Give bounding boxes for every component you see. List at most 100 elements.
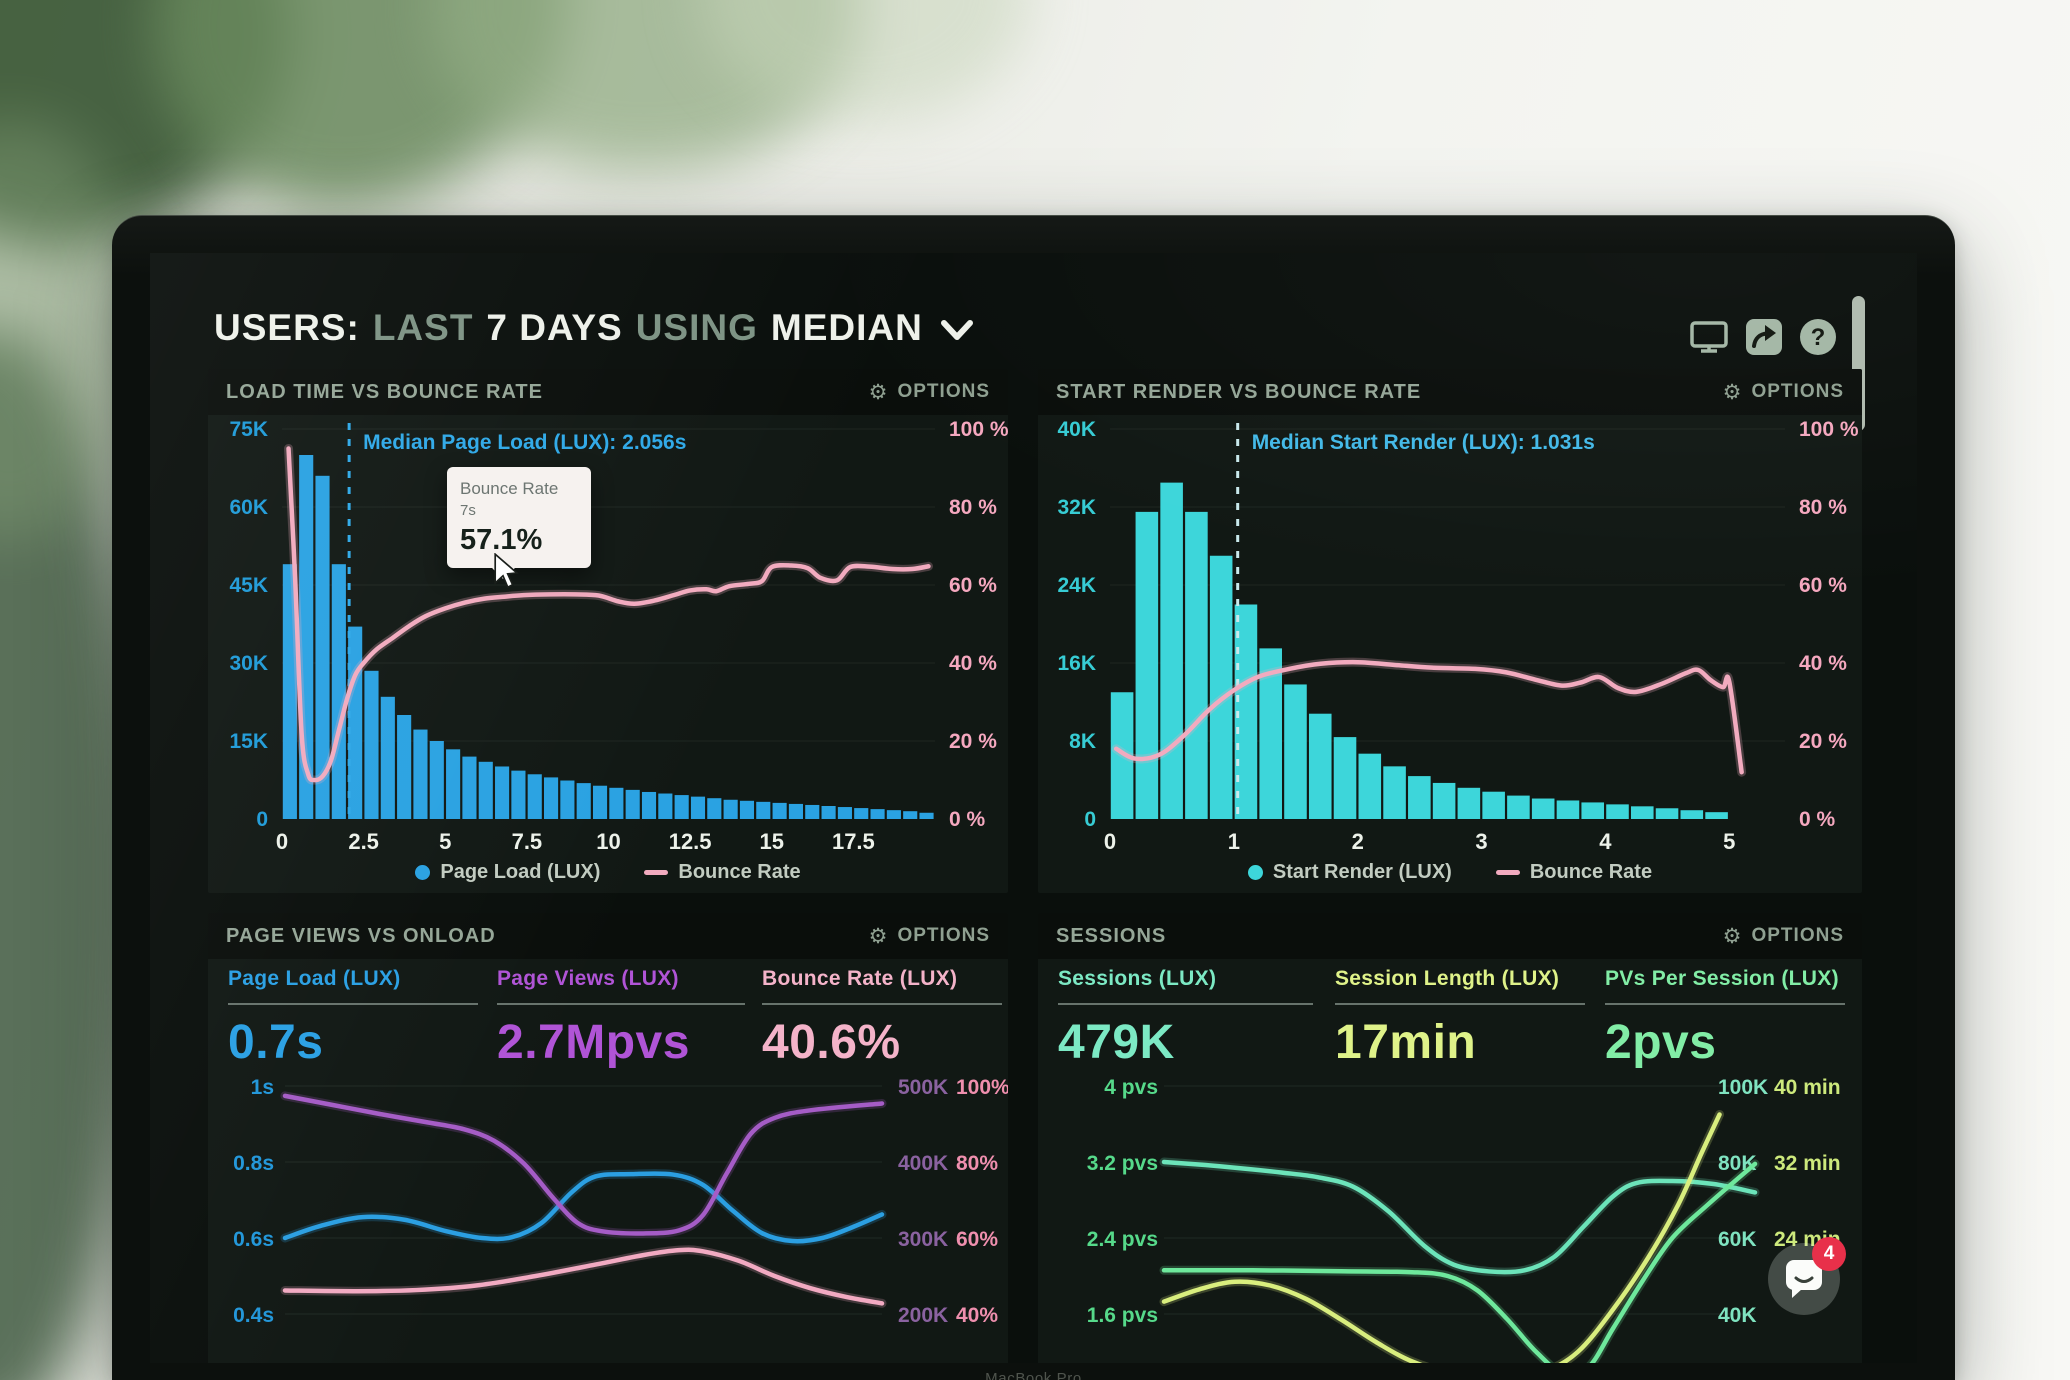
metric-underline <box>1058 1003 1313 1005</box>
svg-text:1: 1 <box>1228 829 1240 854</box>
toolbar: ? <box>1689 319 1837 355</box>
help-icon[interactable]: ? <box>1799 318 1837 356</box>
svg-text:40K: 40K <box>1718 1304 1757 1327</box>
chart-area: 0 0 % 8K 20 % 16K 40 % 24K 60 % 32K 80 % 40K 100 % 0… <box>1038 415 1862 893</box>
svg-text:?: ? <box>1811 324 1826 351</box>
svg-text:0: 0 <box>256 808 268 831</box>
dashboard-title-dropdown[interactable]: USERS: LAST 7 DAYS USING MEDIAN <box>214 307 974 349</box>
screen: USERS: LAST 7 DAYS USING MEDIAN <box>150 253 1917 1363</box>
svg-text:40 %: 40 % <box>949 652 997 675</box>
metric-label: Page Views (LUX) <box>497 967 679 990</box>
options-button[interactable]: ⚙ OPTIONS <box>869 381 990 403</box>
svg-text:75K: 75K <box>229 418 268 441</box>
svg-text:300K: 300K <box>898 1228 948 1251</box>
svg-text:8K: 8K <box>1069 730 1096 753</box>
legend-item[interactable]: Page Load (LUX) <box>415 861 600 884</box>
options-button[interactable]: ⚙ OPTIONS <box>869 925 990 947</box>
svg-text:40%: 40% <box>956 1304 998 1327</box>
legend-item[interactable]: Bounce Rate <box>1495 861 1652 884</box>
laptop: USERS: LAST 7 DAYS USING MEDIAN <box>112 215 1955 1380</box>
svg-text:0.8s: 0.8s <box>233 1152 274 1175</box>
chart-area: Page Load (LUX) 0.7s Page Views (LUX) 2.… <box>208 959 1008 1363</box>
svg-text:2.4 pvs: 2.4 pvs <box>1087 1228 1158 1251</box>
metric-session-length: Session Length (LUX) 17min <box>1335 967 1585 1070</box>
legend-label: Start Render (LUX) <box>1272 861 1452 883</box>
svg-text:500K: 500K <box>898 1076 948 1099</box>
legend-item[interactable]: Start Render (LUX) <box>1247 861 1452 884</box>
cursor-icon <box>494 553 519 589</box>
metric-sessions: Sessions (LUX) 479K <box>1058 967 1313 1070</box>
legend-label: Bounce Rate <box>678 861 801 883</box>
display-icon[interactable] <box>1689 319 1729 355</box>
metric-value: 0.7s <box>228 1016 324 1069</box>
metric-label: PVs Per Session (LUX) <box>1605 967 1839 990</box>
device-brand-label: MacBook Pro <box>985 1370 1082 1380</box>
svg-text:60 %: 60 % <box>949 574 997 597</box>
svg-text:60%: 60% <box>956 1228 998 1251</box>
share-icon[interactable] <box>1745 318 1783 356</box>
load-time-chart[interactable]: 0 0 % 15K 20 % 30K 40 % 45K 60 % 60K 80 % 75K 100 %… <box>208 415 1008 893</box>
svg-text:1.6 pvs: 1.6 pvs <box>1087 1304 1158 1327</box>
metric-underline <box>1605 1003 1845 1005</box>
metric-underline <box>1335 1003 1585 1005</box>
svg-text:80 %: 80 % <box>949 496 997 519</box>
panel-header: PAGE VIEWS VS ONLOAD ⚙ OPTIONS <box>208 913 1008 959</box>
panel-load-time: LOAD TIME VS BOUNCE RATE ⚙ OPTIONS 0 0 % 1… <box>208 369 1008 893</box>
panel-title: LOAD TIME VS BOUNCE RATE <box>226 380 543 403</box>
legend-dot-icon <box>415 865 431 880</box>
panel-sessions: SESSIONS ⚙ OPTIONS Sessions (LUX) 479K <box>1038 913 1862 1363</box>
options-label: OPTIONS <box>897 925 990 946</box>
svg-text:20 %: 20 % <box>1799 730 1847 753</box>
svg-text:100 %: 100 % <box>1799 418 1859 441</box>
start-render-chart[interactable]: 0 0 % 8K 20 % 16K 40 % 24K 60 % 32K 80 % 40K 100 % 0… <box>1038 415 1862 893</box>
chart-tooltip: Bounce Rate 7s 57.1% <box>447 467 591 580</box>
svg-text:3.2 pvs: 3.2 pvs <box>1087 1152 1158 1175</box>
panel-start-render: START RENDER VS BOUNCE RATE ⚙ OPTIONS 0 0… <box>1038 369 1862 893</box>
svg-text:24K: 24K <box>1057 574 1096 597</box>
svg-text:32 min: 32 min <box>1774 1152 1841 1175</box>
chevron-down-icon <box>940 320 973 340</box>
svg-text:0: 0 <box>1084 808 1096 831</box>
svg-text:17.5: 17.5 <box>832 829 875 854</box>
panel-grid: LOAD TIME VS BOUNCE RATE ⚙ OPTIONS 0 0 % 1… <box>208 369 1862 1363</box>
options-label: OPTIONS <box>1751 925 1844 946</box>
svg-text:32K: 32K <box>1057 496 1096 519</box>
metric-pvs-per-session: PVs Per Session (LUX) 2pvs <box>1605 967 1845 1070</box>
panel-header: START RENDER VS BOUNCE RATE ⚙ OPTIONS <box>1038 369 1862 415</box>
panel-title: SESSIONS <box>1056 924 1167 947</box>
svg-text:45K: 45K <box>229 574 268 597</box>
metric-value: 17min <box>1335 1016 1477 1069</box>
svg-text:80K: 80K <box>1718 1152 1757 1175</box>
options-button[interactable]: ⚙ OPTIONS <box>1723 381 1844 403</box>
title-using: USING <box>635 307 758 348</box>
legend-item[interactable]: Bounce Rate <box>644 861 801 884</box>
svg-text:5: 5 <box>439 829 451 854</box>
svg-text:4: 4 <box>1599 829 1612 854</box>
title-median: MEDIAN <box>770 307 923 348</box>
svg-text:1s: 1s <box>251 1076 274 1099</box>
metric-value: 479K <box>1058 1016 1175 1069</box>
options-button[interactable]: ⚙ OPTIONS <box>1723 925 1844 947</box>
svg-text:4 pvs: 4 pvs <box>1104 1076 1158 1099</box>
chat-unread-badge[interactable]: 4 <box>1812 1237 1846 1271</box>
metric-underline <box>762 1003 1002 1005</box>
panel-header: LOAD TIME VS BOUNCE RATE ⚙ OPTIONS <box>208 369 1008 415</box>
chart-area: 0 0 % 15K 20 % 30K 40 % 45K 60 % 60K 80 % 75K 100 %… <box>208 415 1008 893</box>
chat-bubble-icon[interactable] <box>1768 1243 1840 1315</box>
title-last: LAST <box>372 307 474 348</box>
svg-text:3: 3 <box>1475 829 1487 854</box>
svg-text:0 %: 0 % <box>1799 808 1836 831</box>
svg-text:2.5: 2.5 <box>348 829 379 854</box>
svg-text:30K: 30K <box>229 652 268 675</box>
svg-text:40K: 40K <box>1057 418 1096 441</box>
metric-label: Bounce Rate (LUX) <box>762 967 958 990</box>
metric-underline <box>497 1003 745 1005</box>
metric-page-load: Page Load (LUX) 0.7s <box>228 967 478 1070</box>
metric-value: 2.7Mpvs <box>497 1016 690 1069</box>
chart-area: Sessions (LUX) 479K Session Length (LUX)… <box>1038 959 1862 1363</box>
options-label: OPTIONS <box>897 381 990 402</box>
gear-icon: ⚙ <box>868 923 889 948</box>
svg-text:400K: 400K <box>898 1152 948 1175</box>
legend-label: Page Load (LUX) <box>440 861 601 883</box>
svg-text:0 %: 0 % <box>949 808 986 831</box>
